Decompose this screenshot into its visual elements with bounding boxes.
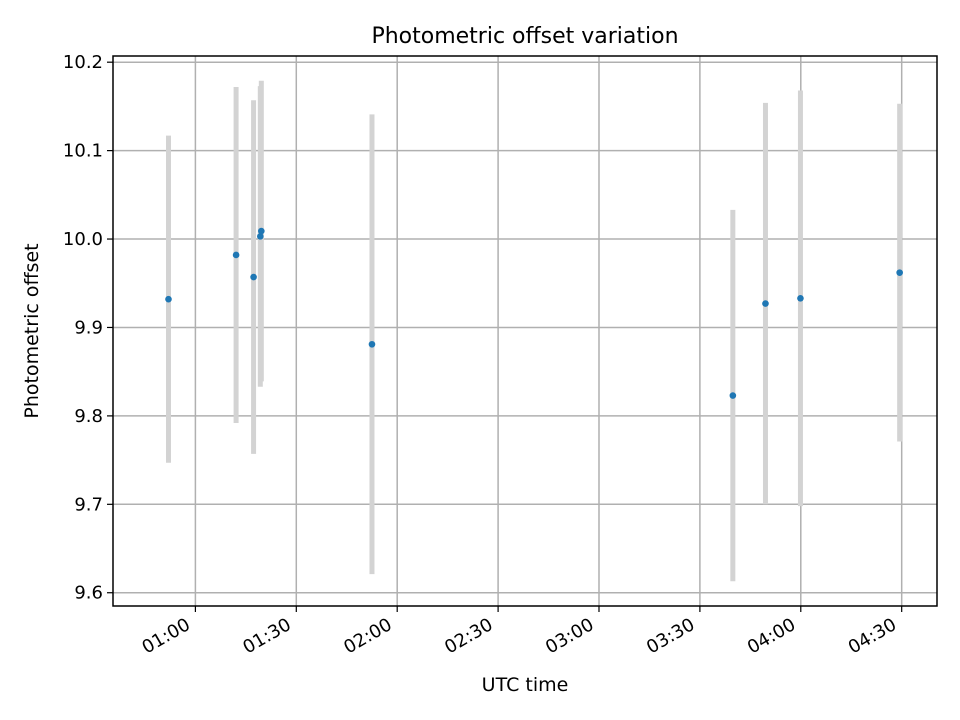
data-point — [257, 233, 264, 240]
y-tick-label: 9.8 — [74, 406, 103, 427]
data-point — [232, 251, 240, 259]
chart-title: Photometric offset variation — [371, 24, 678, 49]
data-point — [896, 269, 903, 276]
data-point — [250, 273, 257, 281]
y-tick-label: 10.2 — [63, 52, 103, 73]
data-points — [165, 227, 903, 399]
data-point — [368, 340, 376, 348]
data-point — [762, 300, 769, 307]
data-point — [797, 294, 804, 302]
y-tick-label: 10.0 — [63, 229, 103, 250]
y-tick-label: 10.1 — [63, 141, 103, 162]
data-point — [165, 295, 172, 303]
data-point — [258, 227, 265, 235]
plot-frame — [112, 55, 938, 607]
y-tick-label: 9.6 — [74, 583, 103, 604]
x-axis-label: UTC time — [482, 674, 569, 696]
data-point — [729, 392, 737, 399]
y-axis-label: Photometric offset — [21, 243, 43, 418]
y-axis-ticks: 9.6 9.7 9.8 9.9 10.0 10.1 10.2 — [63, 52, 113, 604]
y-tick-label: 9.9 — [74, 317, 103, 338]
y-tick-label: 9.7 — [74, 494, 103, 515]
